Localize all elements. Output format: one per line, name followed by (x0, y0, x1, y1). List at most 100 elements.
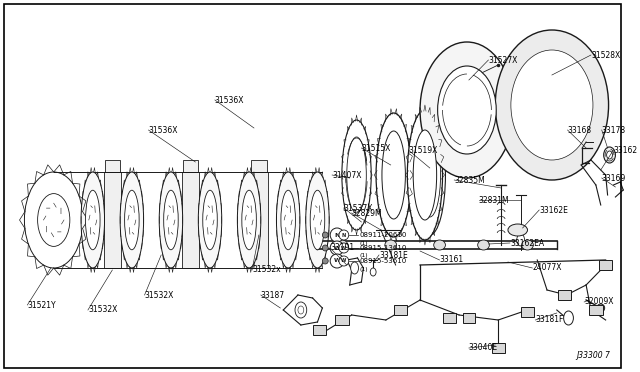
Bar (492, 343, 504, 353)
Ellipse shape (198, 172, 221, 268)
Ellipse shape (342, 120, 371, 230)
Polygon shape (104, 172, 121, 268)
Text: 08911-20610: 08911-20610 (360, 232, 407, 238)
Ellipse shape (420, 42, 514, 178)
Text: 33040E: 33040E (469, 343, 498, 353)
Bar (558, 290, 572, 300)
Ellipse shape (564, 311, 573, 325)
Ellipse shape (203, 190, 218, 250)
Ellipse shape (330, 241, 344, 255)
Text: W: W (333, 246, 340, 250)
Ellipse shape (522, 240, 533, 250)
Text: 08915-13610: 08915-13610 (360, 245, 407, 251)
Ellipse shape (159, 172, 182, 268)
Ellipse shape (511, 50, 593, 160)
Text: 24077X: 24077X (532, 263, 562, 273)
Ellipse shape (276, 172, 300, 268)
Text: 31536X: 31536X (215, 96, 244, 105)
Ellipse shape (385, 240, 397, 250)
Ellipse shape (604, 147, 616, 163)
Polygon shape (250, 172, 268, 268)
Ellipse shape (242, 190, 257, 250)
Text: 31536X: 31536X (148, 125, 178, 135)
Ellipse shape (477, 240, 490, 250)
Ellipse shape (237, 172, 261, 268)
Ellipse shape (306, 172, 329, 268)
Text: 32829M: 32829M (351, 208, 382, 218)
Ellipse shape (370, 268, 376, 276)
Ellipse shape (125, 190, 139, 250)
Ellipse shape (376, 113, 412, 237)
Text: 31532X: 31532X (145, 291, 174, 299)
Ellipse shape (434, 240, 445, 250)
Bar (443, 313, 456, 323)
Text: 31521Y: 31521Y (28, 301, 56, 310)
Text: J33300 7: J33300 7 (577, 351, 611, 360)
Circle shape (339, 230, 349, 240)
Polygon shape (104, 160, 120, 172)
Circle shape (339, 256, 349, 266)
Ellipse shape (382, 131, 405, 219)
Ellipse shape (24, 172, 83, 268)
Polygon shape (251, 160, 267, 172)
Ellipse shape (607, 151, 612, 159)
Text: 31537X: 31537X (344, 203, 373, 212)
Ellipse shape (347, 137, 366, 213)
Ellipse shape (295, 302, 307, 318)
Polygon shape (182, 160, 198, 172)
Text: 31532X: 31532X (88, 305, 117, 314)
Ellipse shape (597, 304, 605, 312)
Ellipse shape (120, 172, 143, 268)
Text: 31528X: 31528X (591, 51, 620, 60)
Text: 31515X: 31515X (362, 144, 391, 153)
Text: (1): (1) (360, 266, 368, 272)
Ellipse shape (323, 258, 328, 264)
Ellipse shape (323, 245, 328, 251)
Bar (599, 260, 612, 270)
Text: N: N (342, 232, 346, 237)
Ellipse shape (323, 232, 328, 238)
Ellipse shape (414, 115, 445, 235)
Text: 33178: 33178 (602, 125, 626, 135)
Text: 33169: 33169 (602, 173, 626, 183)
Bar (335, 315, 349, 325)
Text: W: W (341, 246, 346, 250)
Text: 32835M: 32835M (454, 176, 485, 185)
Text: 32009X: 32009X (584, 298, 614, 307)
Text: 31519X: 31519X (408, 145, 438, 154)
Ellipse shape (281, 190, 296, 250)
Text: 33181E: 33181E (379, 250, 408, 260)
Bar (463, 313, 476, 323)
Ellipse shape (38, 193, 70, 246)
Ellipse shape (413, 130, 436, 220)
Text: 33181F: 33181F (535, 315, 564, 324)
Ellipse shape (298, 306, 304, 314)
Ellipse shape (330, 228, 344, 242)
Text: 08915-53610: 08915-53610 (360, 258, 407, 264)
Ellipse shape (86, 190, 100, 250)
Ellipse shape (419, 133, 440, 217)
Polygon shape (182, 172, 199, 268)
Ellipse shape (516, 234, 525, 246)
Bar (394, 305, 407, 315)
Text: (1): (1) (360, 253, 368, 259)
Text: 31532x: 31532x (252, 266, 281, 275)
Text: 33191: 33191 (330, 244, 355, 253)
Ellipse shape (330, 254, 344, 268)
Bar (521, 307, 534, 317)
Text: (1): (1) (360, 241, 368, 246)
Text: W: W (333, 259, 340, 263)
Bar (312, 325, 326, 335)
Ellipse shape (508, 224, 527, 236)
Text: W: W (341, 259, 346, 263)
Ellipse shape (336, 240, 348, 250)
Circle shape (339, 243, 349, 253)
Text: 32831M: 32831M (479, 196, 509, 205)
Text: 33162EA: 33162EA (510, 238, 544, 247)
Ellipse shape (164, 190, 178, 250)
Text: 31527X: 31527X (488, 55, 518, 64)
Ellipse shape (310, 190, 324, 250)
Text: 31407X: 31407X (332, 170, 362, 180)
Text: 33161: 33161 (440, 256, 464, 264)
Text: 33162E: 33162E (540, 205, 568, 215)
